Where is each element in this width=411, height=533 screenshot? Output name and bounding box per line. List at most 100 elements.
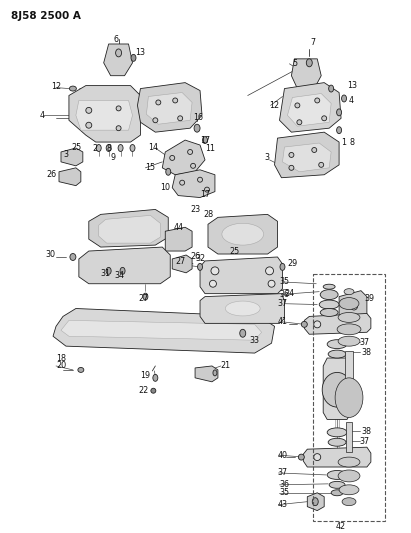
Text: 44: 44 xyxy=(173,223,183,232)
Polygon shape xyxy=(61,148,83,166)
Ellipse shape xyxy=(314,454,321,461)
Text: 9: 9 xyxy=(111,154,116,163)
Text: 37: 37 xyxy=(359,437,369,446)
Ellipse shape xyxy=(342,95,346,102)
Ellipse shape xyxy=(240,329,246,337)
Ellipse shape xyxy=(266,267,274,275)
Polygon shape xyxy=(275,132,339,177)
Text: 30: 30 xyxy=(45,249,55,259)
Polygon shape xyxy=(137,83,202,132)
Ellipse shape xyxy=(312,148,317,152)
Ellipse shape xyxy=(211,267,219,275)
Polygon shape xyxy=(76,100,132,130)
Polygon shape xyxy=(172,255,192,273)
Text: 34: 34 xyxy=(115,271,125,280)
Ellipse shape xyxy=(222,223,263,245)
Text: 16: 16 xyxy=(193,113,203,122)
Ellipse shape xyxy=(118,144,123,151)
Polygon shape xyxy=(303,447,371,467)
Polygon shape xyxy=(59,168,81,185)
Ellipse shape xyxy=(69,86,76,91)
Text: 38: 38 xyxy=(361,348,371,357)
Text: 42: 42 xyxy=(336,522,346,531)
Polygon shape xyxy=(323,358,351,419)
Text: 28: 28 xyxy=(203,210,213,219)
Polygon shape xyxy=(146,93,192,124)
Ellipse shape xyxy=(339,485,359,495)
Ellipse shape xyxy=(337,127,342,134)
Text: 32: 32 xyxy=(195,254,205,263)
Text: 35: 35 xyxy=(279,277,290,286)
Ellipse shape xyxy=(328,438,346,446)
Polygon shape xyxy=(165,227,192,251)
Ellipse shape xyxy=(151,388,156,393)
Text: 43: 43 xyxy=(277,500,288,509)
Text: 17: 17 xyxy=(200,190,210,199)
Text: 18: 18 xyxy=(56,353,66,362)
Text: 40: 40 xyxy=(277,450,288,459)
Ellipse shape xyxy=(322,373,352,407)
Ellipse shape xyxy=(153,374,158,381)
Ellipse shape xyxy=(116,126,121,131)
Text: 37: 37 xyxy=(277,299,288,308)
Polygon shape xyxy=(104,44,132,76)
Text: 25: 25 xyxy=(230,247,240,255)
Text: 20: 20 xyxy=(56,361,66,370)
Text: 37: 37 xyxy=(277,469,288,478)
Text: 39: 39 xyxy=(364,294,374,303)
Ellipse shape xyxy=(198,177,203,182)
Ellipse shape xyxy=(338,470,360,482)
Ellipse shape xyxy=(335,378,363,417)
Ellipse shape xyxy=(70,254,76,261)
Polygon shape xyxy=(61,320,262,340)
Text: 7: 7 xyxy=(310,38,315,47)
Text: 12: 12 xyxy=(51,82,61,91)
Ellipse shape xyxy=(213,370,217,376)
Text: 6: 6 xyxy=(113,35,119,44)
Text: 14: 14 xyxy=(148,142,158,151)
Ellipse shape xyxy=(312,498,318,506)
Ellipse shape xyxy=(173,98,178,103)
Ellipse shape xyxy=(188,149,193,155)
Text: 38: 38 xyxy=(361,427,371,436)
Text: 13: 13 xyxy=(136,49,145,58)
Ellipse shape xyxy=(289,152,294,157)
Polygon shape xyxy=(339,290,367,318)
Polygon shape xyxy=(200,257,282,294)
Text: 22: 22 xyxy=(139,386,149,395)
Polygon shape xyxy=(208,214,277,254)
Text: 31: 31 xyxy=(101,269,111,278)
Ellipse shape xyxy=(322,116,327,121)
Polygon shape xyxy=(99,215,160,243)
Text: 17: 17 xyxy=(200,135,210,144)
Ellipse shape xyxy=(329,481,345,488)
Polygon shape xyxy=(200,294,284,324)
Ellipse shape xyxy=(115,49,122,57)
Ellipse shape xyxy=(327,340,347,349)
Ellipse shape xyxy=(338,312,360,322)
Ellipse shape xyxy=(203,136,208,143)
Ellipse shape xyxy=(143,293,148,300)
Ellipse shape xyxy=(339,297,359,310)
Ellipse shape xyxy=(337,109,342,116)
Ellipse shape xyxy=(329,85,334,92)
Text: 3: 3 xyxy=(63,150,68,159)
Ellipse shape xyxy=(205,187,210,192)
Text: 29: 29 xyxy=(287,260,298,269)
Ellipse shape xyxy=(338,457,360,467)
Ellipse shape xyxy=(298,454,304,460)
Text: 15: 15 xyxy=(145,163,155,172)
Ellipse shape xyxy=(156,100,161,105)
Ellipse shape xyxy=(295,103,300,108)
Ellipse shape xyxy=(153,118,158,123)
Text: 4: 4 xyxy=(349,96,354,105)
Polygon shape xyxy=(162,140,205,175)
Text: 4: 4 xyxy=(39,111,44,120)
Text: 27: 27 xyxy=(139,294,149,303)
Ellipse shape xyxy=(338,336,360,346)
Text: 13: 13 xyxy=(347,81,357,90)
Text: 19: 19 xyxy=(141,372,150,381)
Text: 35: 35 xyxy=(279,488,290,497)
Ellipse shape xyxy=(328,350,346,358)
Ellipse shape xyxy=(337,324,361,335)
